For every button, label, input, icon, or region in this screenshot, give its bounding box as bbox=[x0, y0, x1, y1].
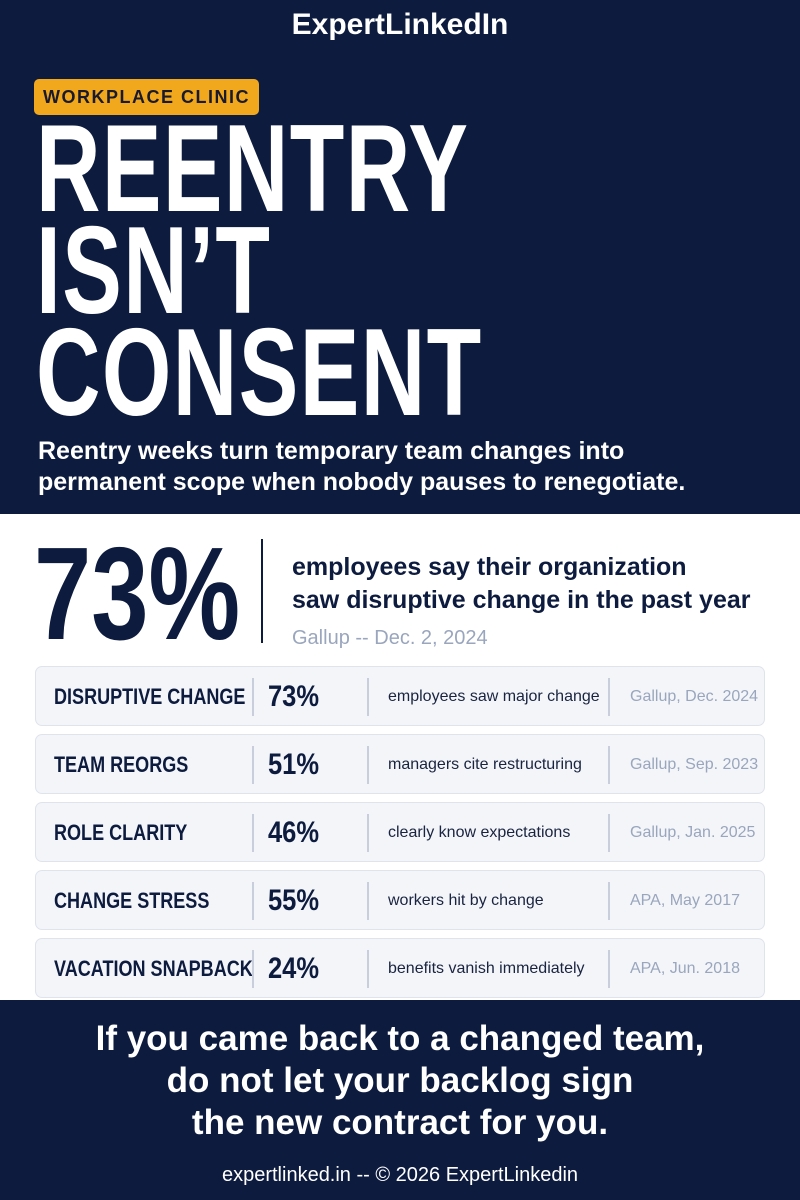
subheadline-line-2: permanent scope when nobody pauses to re… bbox=[38, 468, 686, 496]
headline-line-3: CONSENT bbox=[36, 304, 483, 442]
row-source: Gallup, Dec. 2024 bbox=[630, 688, 759, 705]
row-divider bbox=[367, 678, 369, 716]
brand-title: ExpertLinkedIn bbox=[291, 8, 509, 41]
table-row: TEAM REORGS 51% managers cite restructur… bbox=[35, 734, 765, 794]
row-divider bbox=[367, 814, 369, 852]
row-label: TEAM REORGS bbox=[54, 752, 189, 777]
row-divider bbox=[367, 882, 369, 920]
row-divider bbox=[252, 950, 254, 988]
row-description: benefits vanish immediately bbox=[388, 960, 585, 977]
row-divider bbox=[252, 746, 254, 784]
row-label: ROLE CLARITY bbox=[54, 820, 188, 845]
header-section: ExpertLinkedIn WORKPLACE CLINIC REENTRY … bbox=[0, 0, 800, 514]
row-label: DISRUPTIVE CHANGE bbox=[54, 684, 246, 709]
row-divider bbox=[367, 746, 369, 784]
headline-line-2: ISN’T bbox=[36, 202, 272, 340]
cta-line-2: do not let your backlog sign bbox=[166, 1061, 634, 1100]
row-label: VACATION SNAPBACK bbox=[54, 956, 253, 981]
row-percent: 46% bbox=[268, 816, 320, 849]
hero-stat-source: Gallup -- Dec. 2, 2024 bbox=[292, 627, 488, 649]
row-source: APA, Jun. 2018 bbox=[630, 960, 740, 977]
call-to-action: If you came back to a changed team, do n… bbox=[0, 1018, 800, 1144]
footer-credit: expertlinked.in -- © 2026 ExpertLinkedin bbox=[221, 1164, 579, 1186]
row-percent: 73% bbox=[268, 680, 320, 713]
row-percent: 51% bbox=[268, 748, 320, 781]
headline: REENTRY ISN’T CONSENT bbox=[36, 100, 569, 442]
row-divider bbox=[252, 882, 254, 920]
row-description: workers hit by change bbox=[388, 892, 544, 909]
table-row: CHANGE STRESS 55% workers hit by change … bbox=[35, 870, 765, 930]
cta-line-3: the new contract for you. bbox=[191, 1103, 609, 1142]
row-description: managers cite restructuring bbox=[388, 756, 582, 773]
row-description: employees saw major change bbox=[388, 688, 600, 705]
hero-divider bbox=[261, 539, 263, 643]
cta-line-1: If you came back to a changed team, bbox=[95, 1019, 705, 1058]
table-row: VACATION SNAPBACK 24% benefits vanish im… bbox=[35, 938, 765, 998]
row-divider bbox=[608, 746, 610, 784]
row-source: Gallup, Sep. 2023 bbox=[630, 756, 759, 773]
row-percent: 55% bbox=[268, 884, 320, 917]
row-divider bbox=[608, 950, 610, 988]
hero-stat-description: employees say their organization saw dis… bbox=[292, 551, 772, 617]
stats-table: DISRUPTIVE CHANGE 73% employees saw majo… bbox=[35, 666, 765, 1006]
headline-line-1: REENTRY bbox=[36, 100, 470, 238]
row-label: CHANGE STRESS bbox=[54, 888, 210, 913]
table-row: ROLE CLARITY 46% clearly know expectatio… bbox=[35, 802, 765, 862]
hero-stat-value: 73% bbox=[34, 520, 241, 667]
row-divider bbox=[608, 882, 610, 920]
row-source: APA, May 2017 bbox=[630, 892, 740, 909]
subheadline-line-1: Reentry weeks turn temporary team change… bbox=[38, 437, 625, 465]
row-divider bbox=[367, 950, 369, 988]
row-divider bbox=[608, 678, 610, 716]
table-row: DISRUPTIVE CHANGE 73% employees saw majo… bbox=[35, 666, 765, 726]
row-divider bbox=[608, 814, 610, 852]
category-tag: WORKPLACE CLINIC bbox=[34, 79, 259, 115]
row-source: Gallup, Jan. 2025 bbox=[630, 824, 756, 841]
call-to-action-section: If you came back to a changed team, do n… bbox=[0, 1000, 800, 1200]
row-percent: 24% bbox=[268, 952, 320, 985]
hero-stat-description-line-2: saw disruptive change in the past year bbox=[292, 586, 751, 614]
hero-stat-description-line-1: employees say their organization bbox=[292, 553, 687, 581]
row-divider bbox=[252, 814, 254, 852]
stats-panel: 73% employees say their organization saw… bbox=[0, 514, 800, 1000]
row-divider bbox=[252, 678, 254, 716]
row-description: clearly know expectations bbox=[388, 824, 571, 841]
subheadline: Reentry weeks turn temporary team change… bbox=[38, 436, 778, 498]
